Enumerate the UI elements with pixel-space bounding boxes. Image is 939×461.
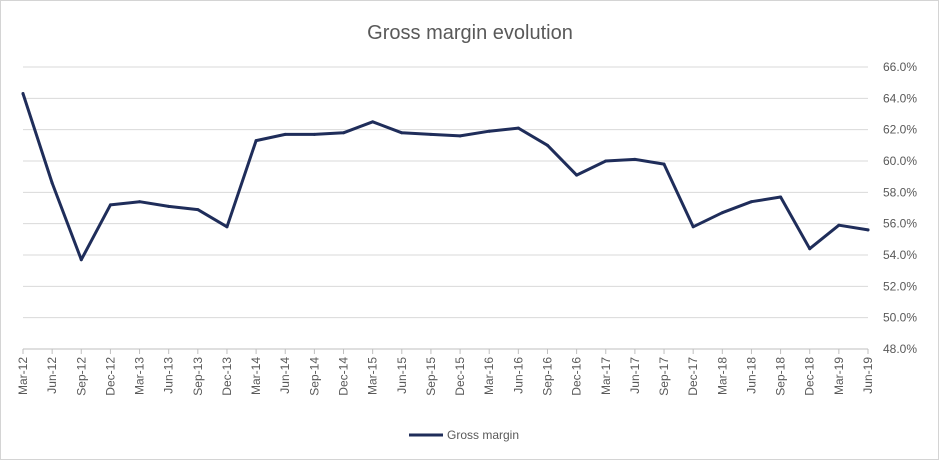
y-tick-label: 60.0% [883,154,917,168]
data-point [79,258,83,262]
legend-label-gross-margin: Gross margin [447,428,519,442]
x-tick-label: Dec-14 [337,357,351,396]
y-axis-tick-labels: 48.0% 50.0% 52.0% 54.0% 56.0% 58.0% 60.0% 62.0%… [883,60,917,356]
x-tick-label: Mar-19 [832,357,846,395]
x-tick-label: Mar-14 [249,357,263,395]
y-tick-label: 48.0% [883,342,917,356]
data-point [196,208,200,212]
legend: Gross margin [409,428,519,442]
x-tick-label: Jun-16 [511,357,525,394]
x-tick-label: Sep-14 [307,357,321,396]
x-tick-label: Mar-16 [482,357,496,395]
x-tick-label: Dec-18 [803,357,817,396]
x-tick-label: Mar-12 [16,357,30,395]
data-point [691,225,695,229]
data-point [400,131,404,135]
x-tick-label: Sep-12 [74,357,88,396]
x-tick-label: Dec-13 [220,357,234,396]
x-tick-label: Dec-12 [103,357,117,396]
data-point [254,139,258,143]
data-point [21,92,25,96]
x-tick-label: Sep-16 [540,357,554,396]
x-tick-label: Mar-13 [133,357,147,395]
data-point [283,132,287,136]
data-point [342,131,346,135]
y-tick-label: 66.0% [883,60,917,74]
data-point [458,134,462,138]
x-tick-label: Mar-15 [366,357,380,395]
x-tick-label: Jun-12 [45,357,59,394]
x-tick-label: Mar-17 [599,357,613,395]
data-point [429,132,433,136]
data-point [720,211,724,215]
data-point [749,200,753,204]
x-tick-label: Sep-15 [424,357,438,396]
x-tick-label: Sep-17 [657,357,671,396]
x-tick-label: Jun-15 [395,357,409,394]
data-point [167,204,171,208]
data-point [866,228,870,232]
series-layer [21,92,870,262]
data-point [516,126,520,130]
data-point [545,143,549,147]
data-point [225,225,229,229]
x-tick-label: Dec-16 [570,357,584,396]
y-tick-label: 50.0% [883,311,917,325]
data-point [604,159,608,163]
y-tick-label: 56.0% [883,217,917,231]
data-point [50,181,54,185]
x-tick-label: Sep-13 [191,357,205,396]
series-line-gross-margin [21,92,870,262]
y-tick-label: 58.0% [883,185,917,199]
data-point [662,162,666,166]
data-point [575,173,579,177]
x-tick-label: Jun-13 [162,357,176,394]
x-tick-label: Jun-17 [628,357,642,394]
data-point [371,120,375,124]
x-tick-label: Jun-18 [744,357,758,394]
data-point [108,203,112,207]
x-axis-tick-labels: Mar-12 Jun-12 Sep-12 Dec-12 Mar-13 Jun-13 Sep-… [16,349,875,396]
data-point [138,200,142,204]
x-tick-label: Mar-18 [715,357,729,395]
y-tick-label: 54.0% [883,248,917,262]
chart-title: Gross margin evolution [367,22,573,44]
x-tick-label: Sep-18 [774,357,788,396]
data-point [808,247,812,251]
data-point [633,157,637,161]
x-tick-label: Jun-14 [278,357,292,394]
y-tick-label: 62.0% [883,123,917,137]
y-tick-label: 52.0% [883,279,917,293]
data-point [487,129,491,133]
data-point [779,195,783,199]
x-tick-label: Jun-19 [861,357,875,394]
x-tick-label: Dec-15 [453,357,467,396]
x-tick-label: Dec-17 [686,357,700,396]
data-point [312,132,316,136]
gridlines [23,66,868,319]
data-point [837,223,841,227]
y-tick-label: 64.0% [883,91,917,105]
